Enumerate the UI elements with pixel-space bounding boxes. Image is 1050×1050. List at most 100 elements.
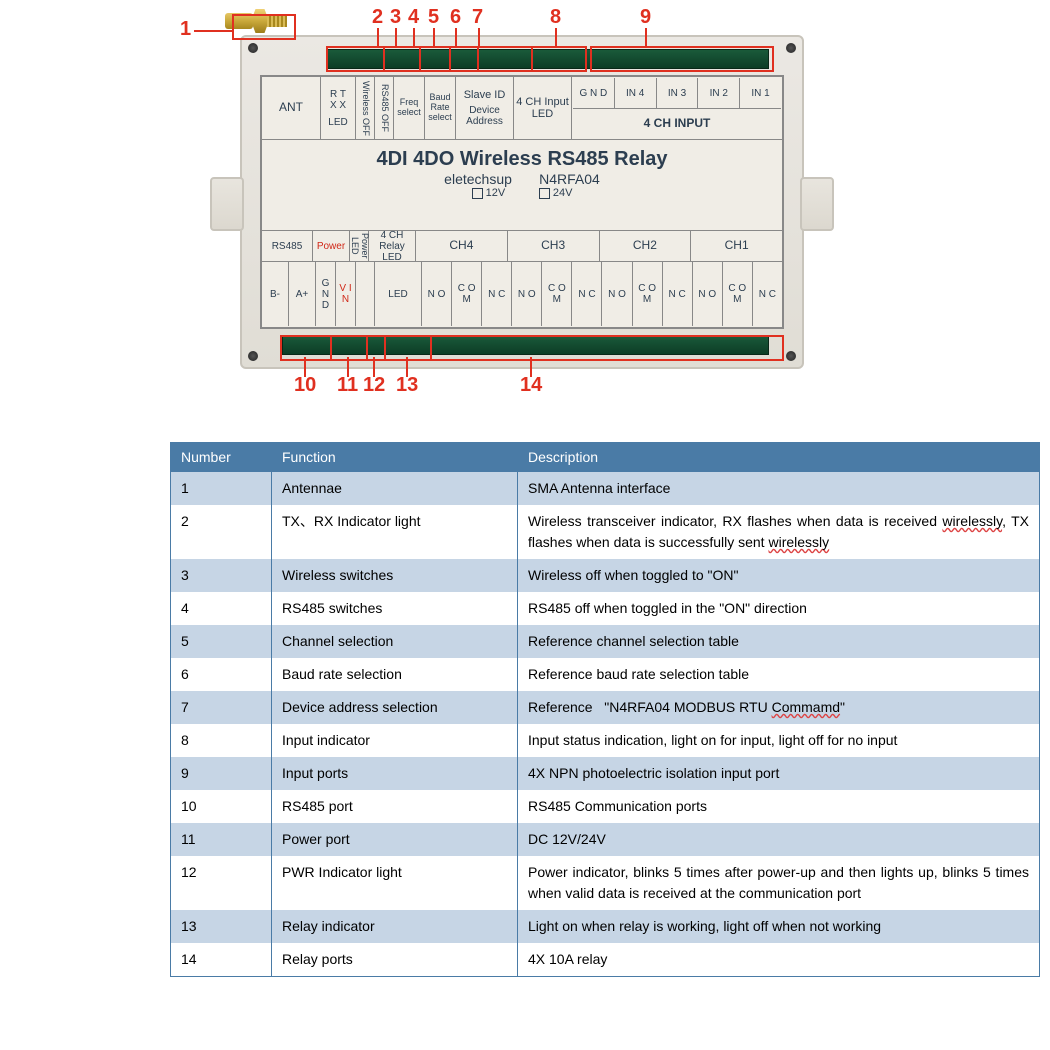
label-no: N O	[512, 262, 542, 326]
table-row: 12PWR Indicator lightPower indicator, bl…	[171, 856, 1040, 910]
table-row: 9Input ports4X NPN photoelectric isolati…	[171, 757, 1040, 790]
label-relay-led: 4 CH Relay LED	[369, 231, 416, 261]
cell-description: 4X NPN photoelectric isolation input por…	[518, 757, 1040, 790]
cell-description: Reference channel selection table	[518, 625, 1040, 658]
device-title: 4DI 4DO Wireless RS485 Relay	[262, 140, 782, 171]
callout-6: 6	[450, 6, 461, 29]
label-in4: IN 4	[615, 78, 657, 108]
device-model: N4RFA04	[539, 171, 600, 187]
label-in-gnd: G N D	[573, 78, 615, 108]
callout-12: 12	[363, 374, 385, 397]
label-ch3: CH3	[508, 231, 600, 261]
callout-5: 5	[428, 6, 439, 29]
table-row: 7Device address selectionReference "N4RF…	[171, 691, 1040, 724]
callout-9: 9	[640, 6, 651, 29]
cell-number: 11	[171, 823, 272, 856]
callout-13: 13	[396, 374, 418, 397]
table-row: 13Relay indicatorLight on when relay is …	[171, 910, 1040, 943]
label-4ch-input: 4 CH INPUT	[644, 109, 711, 138]
label-pwr-gnd: G N D	[316, 262, 336, 326]
label-a-plus: A+	[289, 262, 316, 326]
cell-number: 13	[171, 910, 272, 943]
label-power-led: Power LED	[349, 232, 369, 260]
cell-function: Device address selection	[272, 691, 518, 724]
table-row: 11Power portDC 12V/24V	[171, 823, 1040, 856]
volt-12: 12V	[486, 187, 506, 199]
label-no: N O	[602, 262, 632, 326]
label-no: N O	[422, 262, 452, 326]
cell-description: Reference "N4RFA04 MODBUS RTU Commamd"	[518, 691, 1040, 724]
table-row: 3Wireless switchesWireless off when togg…	[171, 559, 1040, 592]
label-rxtx-mid: X X	[330, 100, 346, 111]
label-nc: N C	[663, 262, 693, 326]
label-com: C O M	[723, 262, 753, 326]
callout-4: 4	[408, 6, 419, 29]
cell-number: 4	[171, 592, 272, 625]
cell-number: 2	[171, 505, 272, 559]
table-row: 10RS485 portRS485 Communication ports	[171, 790, 1040, 823]
cell-description: Input status indication, light on for in…	[518, 724, 1040, 757]
cell-description: Light on when relay is working, light of…	[518, 910, 1040, 943]
callout-11: 11	[337, 374, 358, 397]
cell-description: RS485 Communication ports	[518, 790, 1040, 823]
cell-function: Relay ports	[272, 943, 518, 977]
table-row: 8Input indicatorInput status indication,…	[171, 724, 1040, 757]
label-ch4: CH4	[416, 231, 508, 261]
label-ch1: CH1	[691, 231, 782, 261]
th-description: Description	[518, 443, 1040, 472]
cell-function: Relay indicator	[272, 910, 518, 943]
label-in3: IN 3	[657, 78, 699, 108]
label-vin: V I N	[336, 262, 356, 326]
cell-function: Channel selection	[272, 625, 518, 658]
label-dev-addr: Device Address	[457, 105, 512, 127]
label-rxtx-led: LED	[328, 117, 347, 128]
cell-description: Wireless transceiver indicator, RX flash…	[518, 505, 1040, 559]
cell-description: DC 12V/24V	[518, 823, 1040, 856]
table-row: 1AntennaeSMA Antenna interface	[171, 472, 1040, 506]
cell-number: 10	[171, 790, 272, 823]
label-rs485: RS485	[262, 231, 313, 261]
callout-1: 1	[180, 18, 191, 41]
label-no: N O	[693, 262, 723, 326]
cell-function: Power port	[272, 823, 518, 856]
cell-function: Wireless switches	[272, 559, 518, 592]
label-ant: ANT	[262, 77, 321, 139]
cell-description: 4X 10A relay	[518, 943, 1040, 977]
device-diagram: ANT R T X X LED Wireless OFF RS485 OFF F…	[170, 10, 920, 440]
cell-function: Input ports	[272, 757, 518, 790]
label-nc: N C	[482, 262, 512, 326]
cell-function: Antennae	[272, 472, 518, 506]
callout-7: 7	[472, 6, 483, 29]
callout-14: 14	[520, 374, 542, 397]
cell-function: RS485 switches	[272, 592, 518, 625]
callout-2: 2	[372, 6, 383, 29]
th-function: Function	[272, 443, 518, 472]
cell-number: 8	[171, 724, 272, 757]
callout-3: 3	[390, 6, 401, 29]
cell-number: 12	[171, 856, 272, 910]
table-row: 14Relay ports4X 10A relay	[171, 943, 1040, 977]
label-ch2: CH2	[600, 231, 692, 261]
label-rxtx-top: R T	[330, 89, 346, 100]
label-in2: IN 2	[698, 78, 740, 108]
table-row: 4RS485 switchesRS485 off when toggled in…	[171, 592, 1040, 625]
device-label-plate: ANT R T X X LED Wireless OFF RS485 OFF F…	[260, 75, 784, 329]
table-row: 2TX、RX Indicator lightWireless transceiv…	[171, 505, 1040, 559]
cell-description: Wireless off when toggled to "ON"	[518, 559, 1040, 592]
label-nc: N C	[572, 262, 602, 326]
label-com: C O M	[633, 262, 663, 326]
label-wireless-off: Wireless OFF	[360, 81, 370, 136]
label-power: Power	[313, 231, 350, 261]
cell-function: TX、RX Indicator light	[272, 505, 518, 559]
cell-number: 6	[171, 658, 272, 691]
cell-function: PWR Indicator light	[272, 856, 518, 910]
label-freq: Freq select	[394, 77, 425, 139]
th-number: Number	[171, 443, 272, 472]
cell-number: 1	[171, 472, 272, 506]
description-table: Number Function Description 1AntennaeSMA…	[170, 442, 1040, 977]
label-com: C O M	[542, 262, 572, 326]
callout-10: 10	[294, 374, 316, 397]
callout-8: 8	[550, 6, 561, 29]
cell-function: Input indicator	[272, 724, 518, 757]
cell-description: Reference baud rate selection table	[518, 658, 1040, 691]
